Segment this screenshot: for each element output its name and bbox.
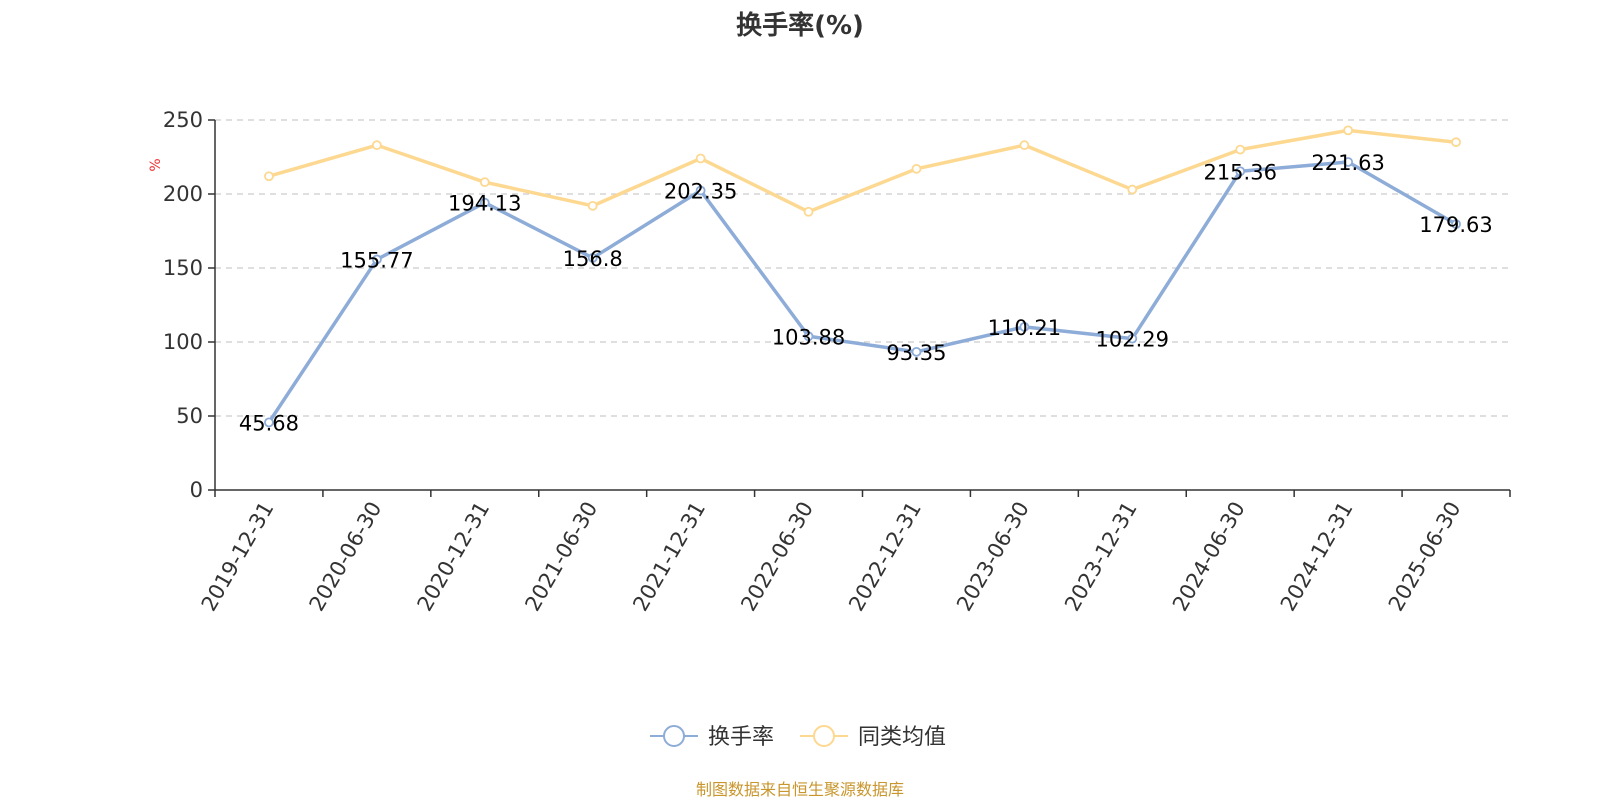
data-point[interactable]: [1127, 333, 1138, 344]
data-point[interactable]: [371, 140, 382, 151]
data-label: 103.88: [772, 325, 845, 349]
grid-lines: [215, 119, 1510, 417]
x-tick-label: 2021-12-31: [628, 498, 710, 616]
data-point[interactable]: [479, 177, 490, 188]
data-labels: 45.68 155.77 194.13 156.8 202.35 103.88 93.35 1…: [239, 151, 1493, 435]
y-tick-label: 100: [163, 330, 203, 354]
x-tick-label: 2020-06-30: [305, 498, 387, 616]
source-note: 制图数据来自恒生聚源数据库: [696, 780, 904, 799]
series-line: [267, 160, 1457, 424]
x-tick-label: 2019-12-31: [197, 498, 279, 616]
series-0: [264, 157, 1461, 428]
legend-item[interactable]: 同类均值: [800, 725, 946, 750]
data-point[interactable]: [1019, 321, 1030, 332]
data-point[interactable]: [264, 417, 274, 428]
y-tick-label: 250: [163, 108, 203, 132]
data-label: 156.8: [563, 247, 623, 271]
data-point[interactable]: [803, 331, 814, 342]
x-tick-label: 2021-06-30: [520, 498, 602, 616]
y-axis-unit: %: [148, 158, 164, 171]
data-point[interactable]: [695, 185, 706, 196]
data-point[interactable]: [1343, 157, 1354, 167]
axes: 0 50 100 150 200 250 2019-12-31 2020-06-30 2020-…: [163, 108, 1511, 616]
legend-marker-icon: [663, 725, 685, 747]
x-tick-label: 2023-06-30: [952, 498, 1034, 616]
data-label: 93.35: [886, 341, 946, 365]
legend-label: 同类均值: [858, 725, 946, 750]
chart-title: 换手率(%): [736, 10, 864, 41]
data-point[interactable]: [264, 171, 274, 182]
data-label: 155.77: [340, 248, 413, 272]
data-label: 221.63: [1311, 151, 1384, 175]
data-point[interactable]: [803, 206, 814, 217]
x-tick-label: 2020-12-31: [413, 497, 495, 615]
series-lines: [264, 125, 1461, 428]
series-1: [264, 125, 1461, 217]
x-tick-label: 2024-12-31: [1276, 498, 1358, 616]
data-point[interactable]: [587, 253, 598, 263]
data-point[interactable]: [1235, 144, 1246, 155]
x-tick-label: 2025-06-30: [1384, 498, 1466, 616]
data-point[interactable]: [1451, 137, 1461, 148]
data-label: 102.29: [1096, 328, 1169, 352]
legend-item[interactable]: 换手率: [650, 725, 774, 750]
data-point[interactable]: [1235, 166, 1246, 177]
legend[interactable]: 换手率 同类均值: [650, 725, 946, 750]
data-point[interactable]: [587, 200, 598, 211]
data-label: 215.36: [1203, 160, 1276, 184]
data-point[interactable]: [371, 254, 382, 265]
data-point[interactable]: [1451, 219, 1461, 230]
data-point[interactable]: [1343, 125, 1354, 136]
data-label: 202.35: [664, 180, 737, 204]
data-point[interactable]: [911, 346, 922, 357]
x-tick-label: 2022-12-31: [844, 497, 926, 615]
data-point[interactable]: [911, 163, 922, 174]
data-label: 45.68: [239, 411, 299, 435]
x-tick-label: 2022-06-30: [736, 498, 818, 616]
x-tick-label: 2023-12-31: [1060, 498, 1142, 616]
data-label: 194.13: [448, 192, 521, 216]
data-point[interactable]: [1127, 184, 1138, 195]
y-tick-label: 0: [190, 478, 203, 502]
y-tick-label: 50: [176, 404, 203, 428]
data-point[interactable]: [479, 197, 490, 208]
data-point[interactable]: [695, 153, 706, 164]
y-tick-label: 200: [163, 182, 203, 206]
series-line: [268, 128, 1457, 214]
x-tick-label: 2024-06-30: [1168, 498, 1250, 616]
data-label: 110.21: [988, 316, 1061, 340]
y-tick-label: 150: [163, 256, 203, 280]
data-point[interactable]: [1019, 140, 1030, 151]
legend-label: 换手率: [708, 725, 774, 750]
legend-marker-icon: [813, 725, 835, 747]
data-label: 179.63: [1419, 213, 1492, 237]
